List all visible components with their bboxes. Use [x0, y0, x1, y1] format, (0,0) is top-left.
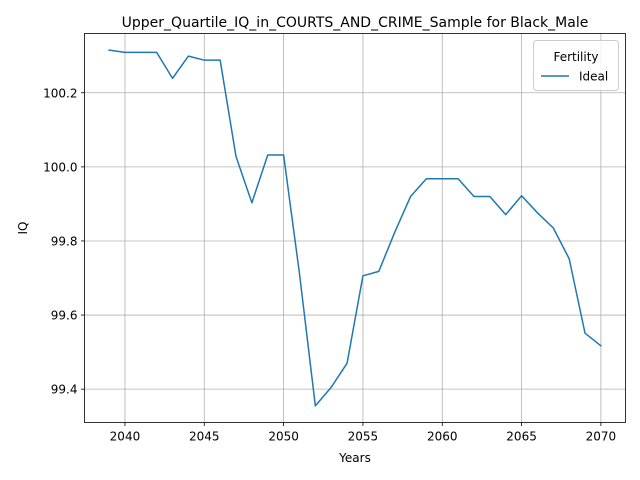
x-tick-label: 2050: [268, 430, 299, 444]
y-tick-label: 99.4: [51, 383, 78, 397]
y-tick-label: 99.6: [51, 309, 78, 323]
legend-label-ideal: Ideal: [579, 70, 608, 84]
chart-title: Upper_Quartile_IQ_in_COURTS_AND_CRIME_Sa…: [122, 15, 589, 31]
y-axis-ticks: 99.4 99.6 99.8 100.0 100.2: [43, 86, 85, 397]
x-tick-label: 2065: [506, 430, 537, 444]
x-tick-label: 2070: [586, 430, 617, 444]
series-line-ideal: [108, 49, 602, 407]
legend-box: [533, 40, 619, 91]
x-axis-ticks: 2040 2045 2050 2055 2060 2065 2070: [110, 422, 617, 444]
y-tick-label: 100.0: [43, 160, 77, 174]
y-tick-label: 100.2: [43, 86, 77, 100]
y-tick-label: 99.8: [51, 234, 78, 248]
x-tick-label: 2060: [427, 430, 458, 444]
legend: Fertility Ideal: [533, 40, 619, 91]
legend-title: Fertility: [553, 50, 598, 64]
x-tick-label: 2040: [110, 430, 141, 444]
plot-frame: [84, 33, 626, 423]
y-axis-label: IQ: [16, 222, 30, 235]
x-tick-label: 2045: [189, 430, 220, 444]
x-tick-label: 2055: [348, 430, 379, 444]
grid-lines: [84, 33, 626, 423]
series-lines: [108, 49, 602, 407]
x-axis-label: Years: [338, 451, 371, 465]
